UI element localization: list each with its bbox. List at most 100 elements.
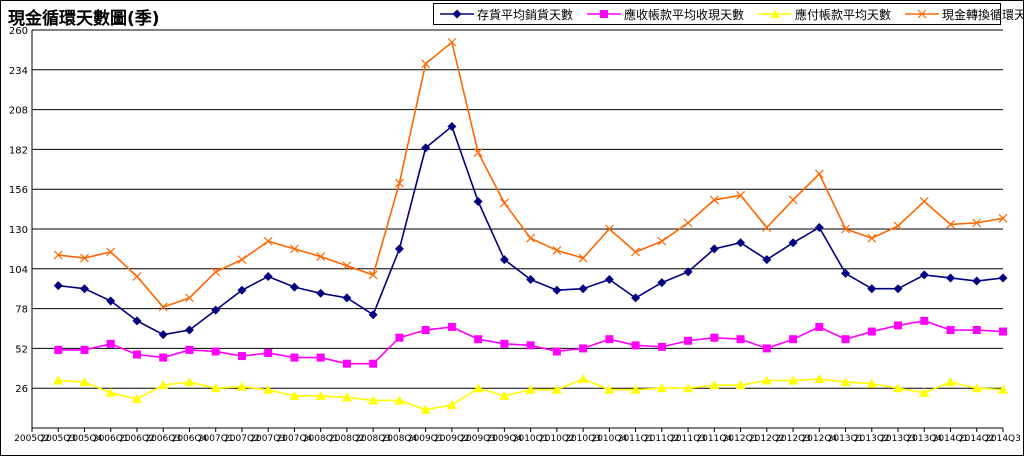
data-point-2-2014Q3	[998, 384, 1008, 394]
marker-stroke	[867, 233, 877, 243]
data-point-1-2009Q1	[421, 326, 430, 335]
data-point-2-2013Q3	[893, 383, 904, 393]
marker-stroke	[893, 221, 903, 231]
marker-stroke	[788, 195, 798, 205]
marker-stroke	[132, 272, 142, 281]
x-tick-label: 2008Q4	[382, 434, 418, 444]
data-point-1-2009Q4	[500, 339, 509, 348]
data-point-0-2012Q4	[814, 222, 824, 232]
y-tick-182: 182	[9, 145, 28, 156]
x-tick-label: 2009Q2	[434, 434, 470, 444]
data-point-2-2006Q2	[131, 393, 142, 403]
data-point-3-2007Q3	[263, 236, 273, 246]
data-point-1-2010Q1	[526, 341, 535, 350]
x-tick-label: 2012Q2	[749, 434, 785, 444]
data-point-0-2006Q2	[132, 316, 142, 326]
legend-label-receivable: 應收帳款平均收現天數	[624, 7, 745, 22]
marker-stroke	[53, 250, 63, 260]
data-point-2-2011Q1	[630, 384, 641, 394]
data-point-3-2014Q3	[998, 213, 1008, 223]
data-point-2-2007Q4	[289, 390, 300, 400]
data-point-1-2010Q4	[605, 335, 614, 344]
data-point-3-2005Q4	[80, 253, 89, 263]
data-point-2-2007Q2	[236, 381, 247, 391]
data-point-1-2012Q3	[789, 335, 798, 344]
x-tick-label: 2011Q4	[696, 434, 732, 444]
data-point-3-2005Q3	[53, 250, 63, 260]
marker-stroke	[604, 224, 614, 234]
marker-stroke	[290, 244, 299, 254]
data-point-3-2012Q1	[736, 190, 745, 200]
data-point-0-2008Q3	[368, 310, 378, 320]
data-point-1-2008Q1	[316, 353, 325, 362]
x-tick-label: 2009Q4	[487, 434, 523, 444]
data-point-3-2012Q2	[762, 223, 772, 232]
x-tick-label: 2008Q1	[303, 434, 339, 444]
data-point-3-2013Q3	[893, 221, 903, 231]
data-point-2-2005Q4	[79, 377, 90, 387]
legend-item-receivable-days: 應收帳款平均收現天數	[587, 6, 744, 23]
data-point-0-2010Q2	[552, 285, 562, 295]
data-point-0-2007Q2	[237, 285, 247, 295]
x-tick-label: 2006Q3	[145, 434, 181, 444]
data-point-0-2011Q4	[709, 244, 719, 254]
data-point-1-2011Q2	[657, 342, 666, 351]
legend-label-payable: 應付帳款平均天數	[795, 7, 892, 22]
x-tick-label: 2013Q2	[854, 434, 890, 444]
data-point-0-2013Q1	[841, 268, 851, 278]
x-tick-label: 2006Q2	[119, 434, 155, 444]
legend-item-payable-days: 應付帳款平均天數	[758, 6, 891, 23]
x-tick-label: 2007Q3	[250, 434, 286, 444]
data-point-0-2007Q1	[211, 305, 221, 315]
data-point-3-2006Q1	[106, 247, 116, 257]
data-point-0-2011Q2	[657, 278, 667, 288]
data-point-1-2013Q1	[841, 335, 850, 344]
marker-stroke	[80, 253, 89, 263]
chart-legend: 存貨平均銷貨天數 應收帳款平均收現天數 應付帳款平均天數 現金轉換循環天數	[433, 3, 1024, 25]
data-point-2-2009Q2	[446, 400, 457, 410]
data-point-2-2008Q4	[394, 395, 405, 405]
y-tick-78: 78	[15, 305, 28, 316]
series-line-2	[58, 378, 1004, 411]
data-point-0-2012Q3	[788, 238, 798, 248]
y-tick-208: 208	[9, 106, 28, 117]
marker-stroke	[526, 233, 536, 243]
data-point-0-2013Q4	[919, 270, 929, 280]
data-point-2-2013Q4	[919, 387, 930, 397]
data-point-3-2008Q1	[316, 252, 326, 261]
data-point-2-2010Q1	[525, 384, 536, 394]
x-tick-label: 2007Q4	[277, 434, 313, 444]
data-point-3-2010Q3	[578, 253, 588, 263]
data-point-0-2012Q1	[736, 238, 746, 248]
data-point-2-2014Q1	[945, 377, 956, 387]
data-point-3-2007Q1	[211, 267, 221, 277]
data-point-2-2011Q4	[709, 380, 720, 390]
legend-label-cash-cycle: 現金轉換循環天數	[942, 7, 1024, 22]
legend-item-cash-cycle: 現金轉換循環天數	[905, 6, 1024, 23]
x-tick-label: 2010Q4	[591, 434, 627, 444]
data-point-1-2005Q4	[80, 345, 89, 354]
x-tick-label: 2014Q3	[985, 434, 1021, 444]
x-tick-label: 2013Q3	[880, 434, 916, 444]
data-point-1-2014Q3	[999, 327, 1007, 336]
data-point-3-2008Q4	[394, 178, 404, 188]
data-point-3-2013Q2	[867, 233, 877, 243]
data-point-1-2011Q3	[684, 336, 693, 345]
data-point-2-2005Q3	[53, 375, 64, 385]
legend-marker-receivable	[587, 10, 622, 18]
data-point-2-2006Q3	[158, 380, 169, 390]
y-tick-104: 104	[9, 265, 28, 276]
marker-stroke	[237, 255, 247, 265]
x-tick-label: 2008Q2	[329, 434, 365, 444]
data-point-3-2014Q1	[946, 219, 955, 229]
data-point-1-2008Q2	[342, 359, 351, 368]
data-point-1-2013Q4	[920, 316, 929, 325]
data-point-3-2006Q3	[158, 302, 168, 312]
data-point-0-2007Q3	[263, 271, 273, 281]
series-line-0	[58, 125, 1004, 336]
y-tick-26: 26	[15, 384, 28, 395]
data-point-3-2012Q3	[788, 195, 798, 205]
x-tick-label: 2010Q2	[539, 434, 575, 444]
x-tick-label: 2006Q1	[93, 434, 129, 444]
data-point-1-2014Q2	[972, 326, 981, 335]
